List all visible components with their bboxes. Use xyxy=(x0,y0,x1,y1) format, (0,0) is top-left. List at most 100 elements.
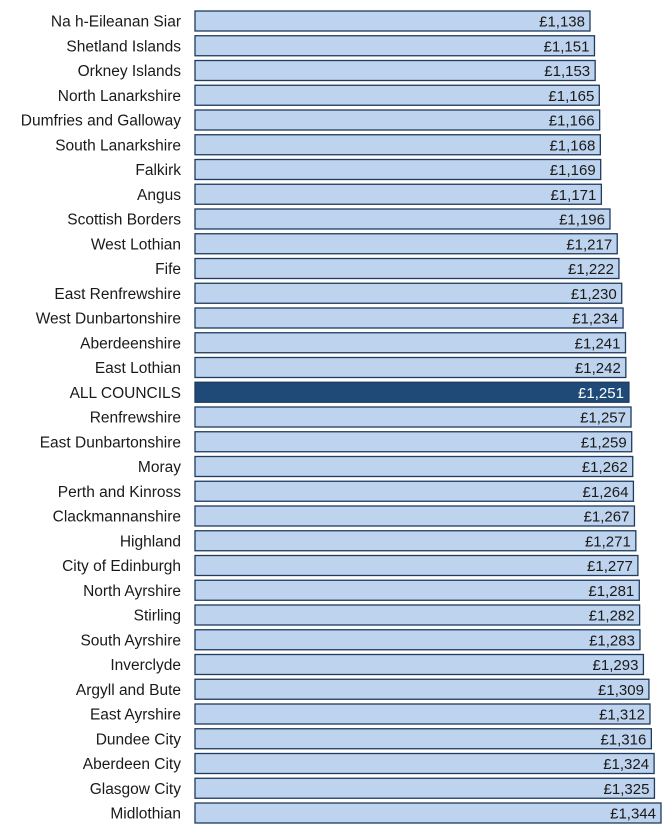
bar xyxy=(194,59,596,82)
bar xyxy=(194,579,640,601)
value-label: £1,277 xyxy=(587,558,633,575)
bar xyxy=(194,505,636,527)
value-label: £1,169 xyxy=(550,162,596,179)
bar xyxy=(194,752,655,775)
category-label: Highland xyxy=(120,533,181,550)
value-label: £1,151 xyxy=(544,38,590,55)
value-label: £1,281 xyxy=(588,583,634,600)
value-label: £1,271 xyxy=(585,533,631,550)
bar xyxy=(194,554,639,577)
category-label: Clackmannanshire xyxy=(53,509,181,526)
category-label: West Dunbartonshire xyxy=(36,311,181,328)
category-label: South Lanarkshire xyxy=(55,137,181,154)
bar xyxy=(194,10,591,32)
value-label: £1,166 xyxy=(549,113,595,130)
value-label: £1,283 xyxy=(589,632,635,649)
category-label: West Lothian xyxy=(91,236,181,253)
category-label: Glasgow City xyxy=(90,781,182,798)
value-label: £1,309 xyxy=(598,682,644,699)
bar xyxy=(194,233,618,255)
bar xyxy=(194,455,634,478)
value-label: £1,171 xyxy=(550,187,596,204)
value-label: £1,196 xyxy=(559,212,605,229)
bar xyxy=(194,282,623,304)
category-label: City of Edinburgh xyxy=(62,558,181,575)
bar xyxy=(194,257,620,280)
category-label: Argyll and Bute xyxy=(76,682,181,699)
bar xyxy=(194,158,602,181)
category-label: Angus xyxy=(137,187,181,204)
value-label: £1,267 xyxy=(584,509,630,526)
category-label: Moray xyxy=(138,459,181,476)
bar xyxy=(194,629,641,651)
category-label: Renfrewshire xyxy=(90,410,181,427)
value-label: £1,230 xyxy=(571,286,617,303)
category-label: Inverclyde xyxy=(110,657,181,674)
category-label: Na h-Eileanan Siar xyxy=(51,14,181,31)
value-label: £1,242 xyxy=(575,360,621,377)
bar xyxy=(194,728,652,750)
value-label: £1,316 xyxy=(600,731,646,748)
bar xyxy=(194,134,601,156)
value-label: £1,168 xyxy=(549,137,595,154)
value-label: £1,262 xyxy=(582,459,628,476)
bar xyxy=(194,356,627,379)
value-label: £1,138 xyxy=(539,14,585,31)
value-label: £1,264 xyxy=(583,484,629,501)
bars xyxy=(194,10,662,824)
category-label: Scottish Borders xyxy=(67,212,181,229)
bar xyxy=(194,109,601,131)
bar xyxy=(194,35,596,57)
category-label: Shetland Islands xyxy=(66,38,181,55)
bar xyxy=(194,653,645,676)
bar xyxy=(194,777,656,799)
bar xyxy=(194,84,600,106)
bar xyxy=(194,703,651,725)
bar xyxy=(194,480,635,502)
category-label: North Ayrshire xyxy=(83,583,181,600)
value-label: £1,222 xyxy=(568,261,614,278)
value-label: £1,282 xyxy=(589,608,635,625)
value-label: £1,344 xyxy=(610,806,656,823)
category-label: South Ayrshire xyxy=(80,632,181,649)
category-label: Dumfries and Galloway xyxy=(21,113,181,130)
category-label: East Ayrshire xyxy=(90,707,181,724)
category-label: Stirling xyxy=(134,608,181,625)
category-label: Midlothian xyxy=(110,806,181,823)
value-label: £1,251 xyxy=(578,385,624,402)
value-label: £1,234 xyxy=(572,311,618,328)
category-label: Aberdeen City xyxy=(83,756,181,773)
bar xyxy=(194,183,603,205)
bar xyxy=(194,332,627,354)
category-label: Perth and Kinross xyxy=(58,484,181,501)
bar xyxy=(194,208,611,230)
value-label: £1,241 xyxy=(575,335,621,352)
bar xyxy=(194,307,624,329)
bar xyxy=(194,431,633,453)
value-label: £1,312 xyxy=(599,707,645,724)
category-label: Orkney Islands xyxy=(78,63,182,80)
value-label: £1,165 xyxy=(548,88,594,105)
category-label: Fife xyxy=(155,261,181,278)
category-label: ALL COUNCILS xyxy=(70,385,181,402)
bar-all-councils xyxy=(194,381,630,403)
bar xyxy=(194,802,662,824)
bar xyxy=(194,530,637,552)
category-label: Dundee City xyxy=(96,731,182,748)
value-label: £1,259 xyxy=(581,434,627,451)
category-label: East Dunbartonshire xyxy=(40,434,181,451)
value-label: £1,325 xyxy=(604,781,650,798)
bar xyxy=(194,604,641,626)
bar xyxy=(194,406,632,428)
value-label: £1,153 xyxy=(544,63,590,80)
value-labels: £1,138 £1,151 £1,153 £1,165 £1,166 £1,168 £1,1… xyxy=(539,14,656,823)
value-label: £1,257 xyxy=(580,410,626,427)
category-labels: Na h-Eileanan Siar Shetland Islands Orkney… xyxy=(21,14,181,823)
category-label: East Lothian xyxy=(95,360,181,377)
value-label: £1,217 xyxy=(566,236,612,253)
value-label: £1,293 xyxy=(593,657,639,674)
category-label: North Lanarkshire xyxy=(58,88,181,105)
category-label: Falkirk xyxy=(135,162,181,179)
category-label: Aberdeenshire xyxy=(80,335,181,352)
